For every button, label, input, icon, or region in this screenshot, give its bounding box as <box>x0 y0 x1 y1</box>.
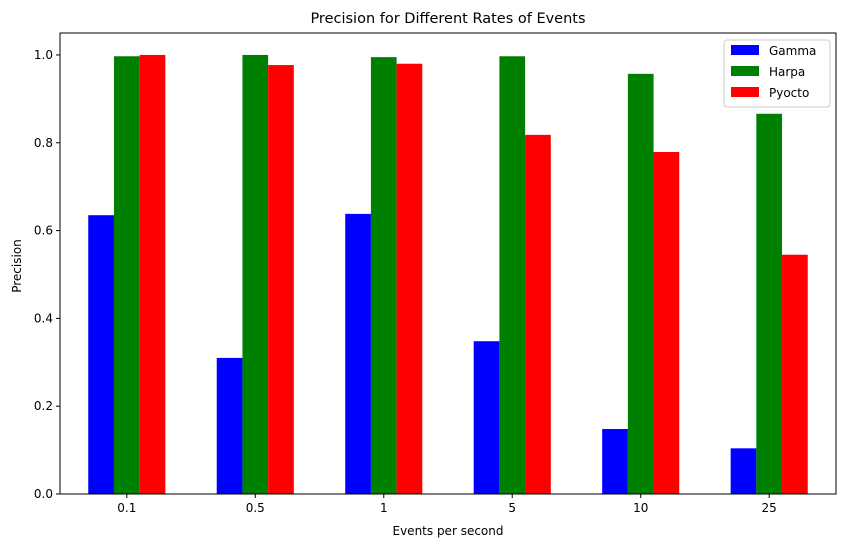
chart-title: Precision for Different Rates of Events <box>310 11 585 27</box>
bar-harpa-5 <box>499 56 526 495</box>
bar-harpa-0_1 <box>113 56 140 495</box>
bar-pyocto-10 <box>653 151 680 495</box>
bar-gamma-25 <box>730 448 757 494</box>
bar-pyocto-1 <box>396 63 423 494</box>
x-tick-label: 1 <box>380 501 388 515</box>
bar-gamma-10 <box>602 429 628 494</box>
bars-group <box>88 54 808 495</box>
legend-swatch-harpa <box>731 66 759 76</box>
y-axis-label: Precision <box>10 239 24 293</box>
x-tick-label: 10 <box>633 501 648 515</box>
y-tick-label: 1.0 <box>34 48 53 62</box>
bar-harpa-0_5 <box>242 54 269 494</box>
bar-harpa-25 <box>756 113 783 494</box>
x-tick-label: 25 <box>762 501 777 515</box>
plot-frame <box>59 32 837 495</box>
bar-gamma-0_1 <box>88 215 114 494</box>
bar-gamma-0_5 <box>216 357 243 494</box>
bar-pyocto-25 <box>782 254 808 494</box>
y-tick-label: 0.8 <box>34 136 53 150</box>
legend: Gamma Harpa Pyocto <box>723 39 831 108</box>
bar-gamma-1 <box>345 213 371 494</box>
bar-pyocto-0_5 <box>268 65 294 495</box>
x-tick-label: 0.1 <box>117 501 136 515</box>
y-tick-label: 0.6 <box>34 224 53 238</box>
x-tick-label: 0.5 <box>246 501 265 515</box>
bar-harpa-1 <box>370 57 397 495</box>
bar-pyocto-0_1 <box>139 54 166 494</box>
legend-label-gamma: Gamma <box>769 44 816 58</box>
legend-swatch-gamma <box>731 45 759 55</box>
bar-gamma-5 <box>473 341 500 494</box>
bar-pyocto-5 <box>525 134 551 495</box>
axes-group: 0.0 0.2 0.4 0.6 0.8 1.0 0.1 0.5 1 5 10 25 <box>34 32 837 515</box>
x-axis-label: Events per second <box>393 524 504 538</box>
x-tick-label: 5 <box>508 501 516 515</box>
y-tick-label: 0.0 <box>34 487 53 501</box>
bar-harpa-10 <box>627 73 654 494</box>
y-tick-label: 0.4 <box>34 311 53 325</box>
legend-swatch-pyocto <box>731 87 759 97</box>
legend-label-harpa: Harpa <box>769 65 805 79</box>
legend-label-pyocto: Pyocto <box>769 86 809 100</box>
y-tick-label: 0.2 <box>34 399 53 413</box>
